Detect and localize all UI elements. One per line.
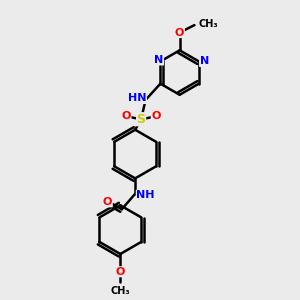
Text: N: N bbox=[200, 56, 209, 66]
Text: O: O bbox=[103, 197, 112, 207]
Text: CH₃: CH₃ bbox=[198, 19, 218, 28]
Text: O: O bbox=[151, 111, 160, 121]
Text: S: S bbox=[136, 113, 146, 126]
Text: O: O bbox=[116, 267, 125, 277]
Text: HN: HN bbox=[128, 94, 146, 103]
Text: CH₃: CH₃ bbox=[110, 286, 130, 296]
Text: N: N bbox=[154, 55, 164, 65]
Text: O: O bbox=[122, 111, 131, 121]
Text: O: O bbox=[175, 28, 184, 38]
Text: NH: NH bbox=[136, 190, 155, 200]
